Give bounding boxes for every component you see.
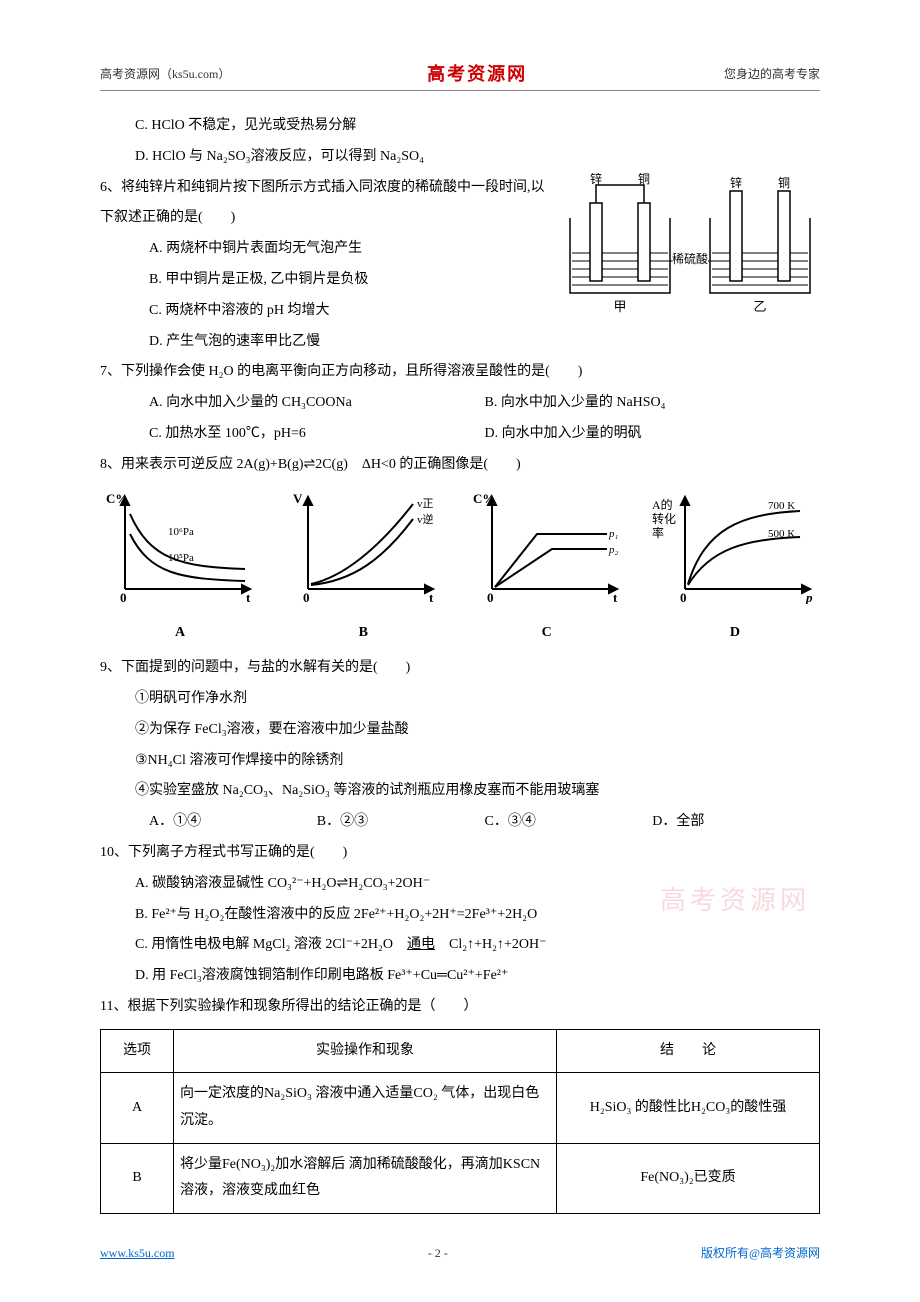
q10-option-a: A. 碳酸钠溶液显碱性 CO₃²⁻+H₂O⇌H₂CO₃+2OH⁻ bbox=[100, 869, 820, 900]
q8-chart-c: C% p₁ p₂ 0 t C bbox=[467, 489, 627, 650]
q10-stem: 10、下列离子方程式书写正确的是( ) bbox=[100, 838, 820, 869]
q10-option-b: B. Fe²⁺与 H₂O₂在酸性溶液中的反应 2Fe²⁺+H₂O₂+2H⁺=2F… bbox=[100, 900, 820, 931]
q8-stem: 8、用来表示可逆反应 2A(g)+B(g)⇌2C(g) ΔH<0 的正确图像是(… bbox=[100, 450, 820, 481]
footer-copyright: 版权所有@高考资源网 bbox=[701, 1244, 820, 1261]
chartA-curve2: 10⁵Pa bbox=[168, 552, 194, 564]
chartC-curve2: p₂ bbox=[608, 544, 619, 556]
q9-option-b: B．②③ bbox=[317, 807, 485, 838]
q9-item4: ④实验室盛放 Na₂CO₃、Na₂SiO₃ 等溶液的试剂瓶应用橡皮塞而不能用玻璃… bbox=[100, 776, 820, 807]
q8-charts: C% 10⁶Pa 10⁵Pa 0 t A bbox=[100, 489, 820, 650]
chartC-xlabel: t bbox=[613, 590, 618, 604]
table-row: A 向一定浓度的Na₂SiO₃ 溶液中通入适量CO₂ 气体，出现白色沉淀。 H₂… bbox=[101, 1073, 820, 1143]
th-option: 选项 bbox=[101, 1029, 174, 1073]
chartD-ylabel: A的转化率 bbox=[652, 497, 676, 540]
page-header: 高考资源网（ks5u.com） 高考资源网 您身边的高考专家 bbox=[100, 60, 820, 91]
label-jia: 甲 bbox=[613, 299, 626, 314]
chartD-label: D bbox=[650, 618, 820, 649]
header-brand: 高考资源网 bbox=[427, 60, 527, 86]
chartA-xlabel: t bbox=[246, 590, 251, 604]
table-row: B 将少量Fe(NO₃)₂加水溶解后 滴加稀硫酸酸化，再滴加KSCN溶液，溶液变… bbox=[101, 1143, 820, 1213]
label-zn2: 锌 bbox=[730, 176, 742, 190]
q9-option-a: A．①④ bbox=[149, 807, 317, 838]
chartC-curve1: p₁ bbox=[608, 528, 619, 540]
label-zn: 锌 bbox=[590, 173, 602, 186]
cell-a-opt: A bbox=[101, 1073, 174, 1143]
label-acid: 稀硫酸 bbox=[672, 251, 708, 266]
chartB-label: B bbox=[283, 618, 443, 649]
chartA-curve1: 10⁶Pa bbox=[168, 526, 194, 538]
svg-text:0: 0 bbox=[487, 590, 494, 604]
q7-options-row2: C. 加热水至 100℃，pH=6 D. 向水中加入少量的明矾 bbox=[100, 419, 820, 450]
q6-option-d: D. 产生气泡的速率甲比乙慢 bbox=[100, 327, 820, 358]
q9-item2: ②为保存 FeCl₃溶液，要在溶液中加少量盐酸 bbox=[100, 715, 820, 746]
q5-option-d: D. HClO 与 Na₂SO₃溶液反应，可以得到 Na₂SO₄ bbox=[100, 142, 820, 173]
chartB-xlabel: t bbox=[429, 590, 434, 604]
q9-option-d: D．全部 bbox=[652, 807, 820, 838]
svg-text:0: 0 bbox=[120, 590, 127, 604]
chartC-ylabel: C% bbox=[473, 491, 495, 506]
footer-page-number: - 2 - bbox=[428, 1246, 448, 1261]
cell-b-opt: B bbox=[101, 1143, 174, 1213]
q7-options-row1: A. 向水中加入少量的 CH₃COONa B. 向水中加入少量的 NaHSO₄ bbox=[100, 388, 820, 419]
q9-item1: ①明矾可作净水剂 bbox=[100, 684, 820, 715]
chartD-curve1: 700 K bbox=[768, 500, 795, 512]
q7-option-a: A. 向水中加入少量的 CH₃COONa bbox=[149, 388, 485, 419]
chartA-label: A bbox=[100, 618, 260, 649]
q9-option-c: C．③④ bbox=[485, 807, 653, 838]
header-slogan: 您身边的高考专家 bbox=[724, 65, 820, 82]
q7-option-c: C. 加热水至 100℃，pH=6 bbox=[149, 419, 485, 450]
header-source: 高考资源网（ks5u.com） bbox=[100, 65, 230, 82]
th-operation: 实验操作和现象 bbox=[174, 1029, 557, 1073]
q11-stem: 11、根据下列实验操作和现象所得出的结论正确的是（ ） bbox=[100, 992, 820, 1023]
cell-b-op: 将少量Fe(NO₃)₂加水溶解后 滴加稀硫酸酸化，再滴加KSCN溶液，溶液变成血… bbox=[174, 1143, 557, 1213]
chartB-curve1: v正 bbox=[417, 498, 434, 510]
chartC-label: C bbox=[467, 618, 627, 649]
cell-a-conc: H₂SiO₃ 的酸性比H₂CO₃的酸性强 bbox=[557, 1073, 820, 1143]
q10-option-d: D. 用 FeCl₃溶液腐蚀铜箔制作印刷电路板 Fe³⁺+Cu═Cu²⁺+Fe²… bbox=[100, 961, 820, 992]
q5-option-c: C. HClO 不稳定，见光或受热易分解 bbox=[100, 111, 820, 142]
q10-option-c: C. 用惰性电极电解 MgCl₂ 溶液 2Cl⁻+2H₂O 通电 Cl₂↑+H₂… bbox=[100, 930, 820, 961]
cell-a-op: 向一定浓度的Na₂SiO₃ 溶液中通入适量CO₂ 气体，出现白色沉淀。 bbox=[174, 1073, 557, 1143]
q8-chart-b: V v正 v逆 0 t B bbox=[283, 489, 443, 650]
chartB-curve2: v逆 bbox=[417, 512, 434, 526]
chartB-ylabel: V bbox=[293, 491, 303, 506]
svg-text:0: 0 bbox=[680, 590, 687, 604]
q7-option-b: B. 向水中加入少量的 NaHSO₄ bbox=[485, 388, 821, 419]
q8-chart-d: A的转化率 700 K 500 K 0 p D bbox=[650, 489, 820, 650]
chartA-ylabel: C% bbox=[106, 491, 128, 506]
electrolysis-label: 通电 bbox=[407, 937, 435, 952]
cell-b-conc: Fe(NO₃)₂已变质 bbox=[557, 1143, 820, 1213]
label-cu2: 铜 bbox=[778, 175, 790, 190]
footer-link[interactable]: www.ks5u.com bbox=[100, 1246, 175, 1260]
q6-beaker-diagram: 锌 铜 甲 bbox=[560, 173, 820, 323]
chartD-xlabel: p bbox=[805, 590, 813, 604]
q9-stem: 9、下面提到的问题中，与盐的水解有关的是( ) bbox=[100, 653, 820, 684]
svg-text:0: 0 bbox=[303, 590, 310, 604]
q7-stem: 7、下列操作会使 H₂O 的电离平衡向正方向移动，且所得溶液呈酸性的是( ) bbox=[100, 357, 820, 388]
q9-options: A．①④ B．②③ C．③④ D．全部 bbox=[100, 807, 820, 838]
chartD-curve2: 500 K bbox=[768, 528, 795, 540]
label-cu: 铜 bbox=[638, 173, 650, 186]
page-footer: www.ks5u.com - 2 - 版权所有@高考资源网 bbox=[100, 1244, 820, 1261]
q7-option-d: D. 向水中加入少量的明矾 bbox=[485, 419, 821, 450]
q9-item3: ③NH₄Cl 溶液可作焊接中的除锈剂 bbox=[100, 746, 820, 777]
label-yi: 乙 bbox=[753, 299, 766, 314]
q8-chart-a: C% 10⁶Pa 10⁵Pa 0 t A bbox=[100, 489, 260, 650]
q11-table: 选项 实验操作和现象 结 论 A 向一定浓度的Na₂SiO₃ 溶液中通入适量CO… bbox=[100, 1029, 820, 1214]
th-conclusion: 结 论 bbox=[557, 1029, 820, 1073]
